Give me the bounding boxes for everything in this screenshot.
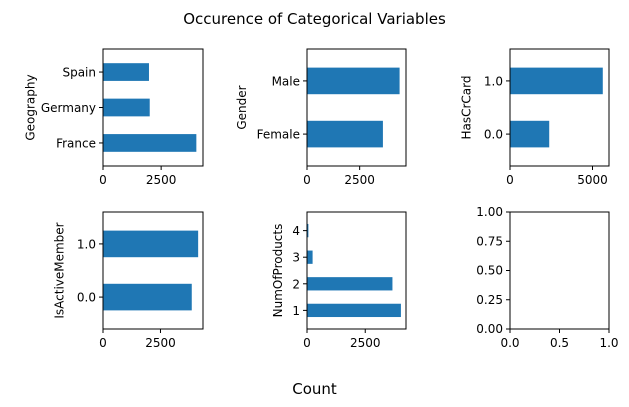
figure-x-label: Count xyxy=(292,380,337,398)
y-tick-label: 1 xyxy=(292,304,300,318)
x-tick-label: 2500 xyxy=(350,336,381,350)
y-tick-label: Male xyxy=(272,74,300,88)
y-tick-label: 4 xyxy=(292,224,300,238)
subplot-grid: France Germany Spain 0 2500 Geography Female Ma… xyxy=(24,48,619,350)
y-tick-label: 0.25 xyxy=(476,293,503,307)
bar-france xyxy=(103,134,197,152)
y-tick-label: France xyxy=(56,136,96,150)
y-tick-label: 1.0 xyxy=(77,237,96,251)
bar-spain xyxy=(103,63,149,81)
y-tick-label: 0.50 xyxy=(476,264,503,278)
bar-1-0 xyxy=(103,230,199,258)
subplot-6: 0.0 0.5 1.0 0.00 0.25 0.50 0.75 1.00 xyxy=(476,205,618,350)
bar-1 xyxy=(307,303,401,318)
y-tick-label: 1.00 xyxy=(476,205,503,219)
y-tick-label: Female xyxy=(257,128,300,142)
subplot-3: 0.0 1.0 0 5000 HasCrCard xyxy=(459,48,610,187)
y-tick-label: Spain xyxy=(62,66,96,80)
subplot-1: France Germany Spain 0 2500 Geography xyxy=(24,48,204,187)
x-tick-label: 0 xyxy=(303,173,311,187)
y-axis-label: HasCrCard xyxy=(459,75,473,139)
bar-female xyxy=(307,120,383,148)
axes-frame xyxy=(306,211,407,330)
y-axis-label: Geography xyxy=(24,74,38,140)
y-axis-label: NumOfProducts xyxy=(271,224,285,318)
y-tick-label: 1.0 xyxy=(484,74,503,88)
x-tick-label: 0 xyxy=(303,336,311,350)
subplot-2: Female Male 0 2500 Gender xyxy=(235,48,407,187)
bar-0-0 xyxy=(103,283,192,311)
bar-male xyxy=(307,67,400,95)
y-tick-label: 0.0 xyxy=(484,128,503,142)
y-axis-label: IsActiveMember xyxy=(52,222,66,318)
bar-2 xyxy=(307,277,393,291)
figure-title: Occurence of Categorical Variables xyxy=(183,10,446,28)
x-tick-label: 2500 xyxy=(145,336,176,350)
axes-frame xyxy=(102,211,204,330)
y-axis-label: Gender xyxy=(235,85,249,129)
bar-germany xyxy=(103,98,150,117)
x-tick-label: 1.0 xyxy=(599,336,618,350)
y-tick-label: 0.0 xyxy=(77,291,96,305)
bar-0-0 xyxy=(510,120,550,148)
y-tick-label: 0.00 xyxy=(476,322,503,336)
x-tick-label: 0.5 xyxy=(550,336,569,350)
x-tick-label: 2500 xyxy=(344,173,375,187)
y-tick-label: 3 xyxy=(292,251,300,265)
axes-frame xyxy=(306,48,407,167)
bar-1-0 xyxy=(510,67,603,95)
x-tick-label: 0 xyxy=(99,173,107,187)
subplot-5: 1 2 3 4 0 2500 NumOfProducts xyxy=(271,211,407,350)
bar-4 xyxy=(307,223,309,238)
x-tick-label: 5000 xyxy=(577,173,608,187)
y-tick-label: 2 xyxy=(292,277,300,291)
axes-frame xyxy=(509,211,610,330)
x-tick-label: 0.0 xyxy=(500,336,519,350)
bar-3 xyxy=(307,250,313,264)
y-tick-label: Germany xyxy=(41,101,96,115)
axes-frame xyxy=(102,48,204,167)
x-tick-label: 0 xyxy=(506,173,514,187)
x-tick-label: 0 xyxy=(99,336,107,350)
x-tick-label: 2500 xyxy=(146,173,177,187)
y-tick-label: 0.75 xyxy=(476,234,503,248)
axes-frame xyxy=(509,48,610,167)
subplot-4: 0.0 1.0 0 2500 IsActiveMember xyxy=(52,211,204,350)
